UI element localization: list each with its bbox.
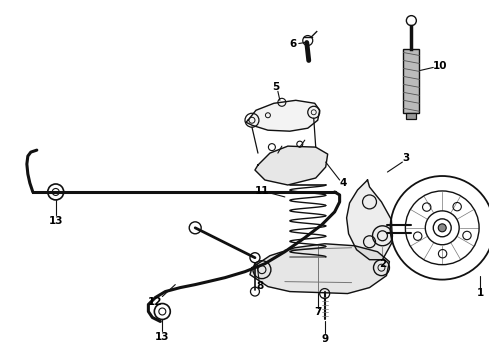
Text: 13: 13 xyxy=(155,332,170,342)
Text: 8: 8 xyxy=(256,280,264,291)
Text: 13: 13 xyxy=(49,216,63,226)
Circle shape xyxy=(438,224,446,232)
Text: 10: 10 xyxy=(433,62,447,71)
Text: 1: 1 xyxy=(476,288,484,298)
Polygon shape xyxy=(250,244,390,293)
Text: 3: 3 xyxy=(403,153,410,163)
Text: 7: 7 xyxy=(314,307,321,318)
Text: 11: 11 xyxy=(255,186,269,196)
Text: 9: 9 xyxy=(321,334,328,345)
Text: 12: 12 xyxy=(148,297,163,306)
Text: 4: 4 xyxy=(340,178,347,188)
Bar xyxy=(406,113,416,119)
Bar xyxy=(403,49,419,113)
Text: 5: 5 xyxy=(272,82,279,93)
Text: 2: 2 xyxy=(379,259,386,269)
Polygon shape xyxy=(346,180,392,260)
Polygon shape xyxy=(255,146,328,185)
Polygon shape xyxy=(246,100,319,131)
Text: 6: 6 xyxy=(289,39,296,49)
